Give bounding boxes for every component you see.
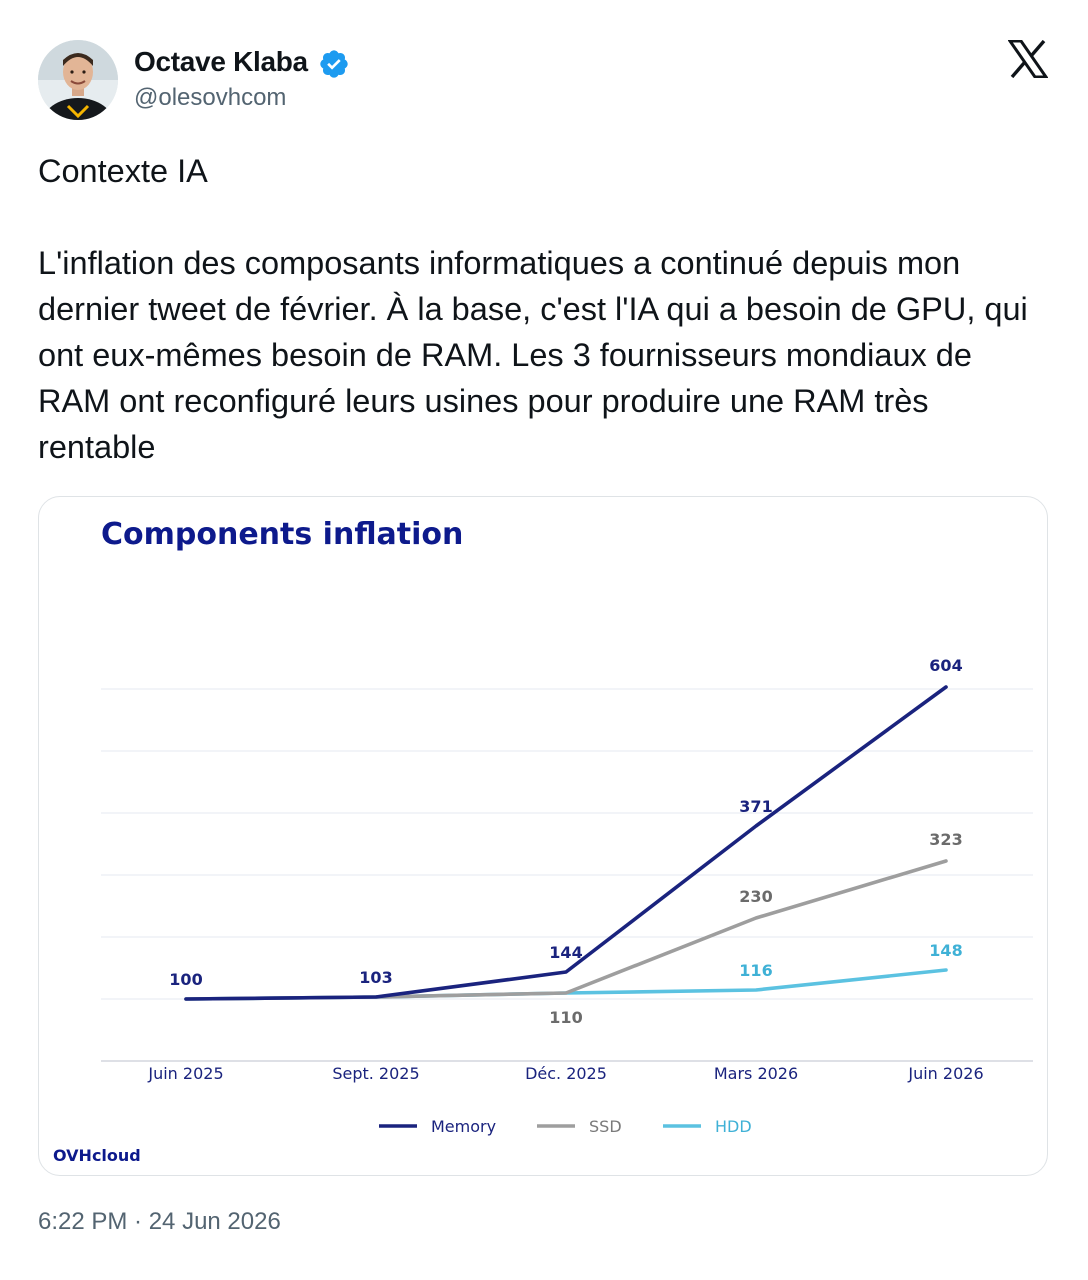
- line-chart: Components inflation 100 103 144 371 604 110 23…: [53, 517, 1033, 1165]
- legend-label-ssd: SSD: [589, 1117, 622, 1136]
- chart-title: Components inflation: [101, 517, 463, 552]
- chart-source-label: OVHcloud: [53, 1146, 141, 1165]
- data-label-memory: 371: [739, 797, 772, 816]
- x-tick-label: Mars 2026: [714, 1064, 798, 1083]
- x-tick-label: Sept. 2025: [332, 1064, 419, 1083]
- data-label-memory: 103: [359, 968, 392, 987]
- data-label-memory: 100: [169, 970, 202, 989]
- data-label-memory: 144: [549, 943, 582, 962]
- x-logo-icon[interactable]: [1008, 40, 1048, 78]
- profile-photo-icon: [38, 40, 118, 120]
- tweet-text: Contexte IA L'inflation des composants i…: [38, 148, 1048, 470]
- chart-image-card[interactable]: Components inflation 100 103 144 371 604 110 23…: [38, 496, 1048, 1176]
- verified-badge-icon: [320, 50, 348, 78]
- data-label-hdd: 116: [739, 961, 772, 980]
- legend-label-memory: Memory: [431, 1117, 496, 1136]
- x-tick-label: Juin 2025: [147, 1064, 223, 1083]
- series-line-memory: [184, 685, 948, 1001]
- data-label-hdd: 148: [929, 941, 962, 960]
- legend-label-hdd: HDD: [715, 1117, 752, 1136]
- tweet-paragraph: L'inflation des composants informatiques…: [38, 245, 1028, 465]
- x-tick-label: Juin 2026: [907, 1064, 983, 1083]
- tweet-timestamp[interactable]: 6:22 PM · 24 Jun 2026: [38, 1208, 281, 1235]
- author-avatar[interactable]: [38, 40, 118, 120]
- series-line-ssd: [184, 859, 948, 1001]
- tweet-paragraph: Contexte IA: [38, 153, 208, 189]
- data-label-ssd: 110: [549, 1008, 582, 1027]
- data-label-memory: 604: [929, 656, 962, 675]
- author-handle[interactable]: @olesovhcom: [134, 84, 287, 111]
- x-tick-label: Déc. 2025: [525, 1064, 607, 1083]
- author-name[interactable]: Octave Klaba: [134, 46, 308, 77]
- data-label-ssd: 323: [929, 830, 962, 849]
- data-label-ssd: 230: [739, 887, 772, 906]
